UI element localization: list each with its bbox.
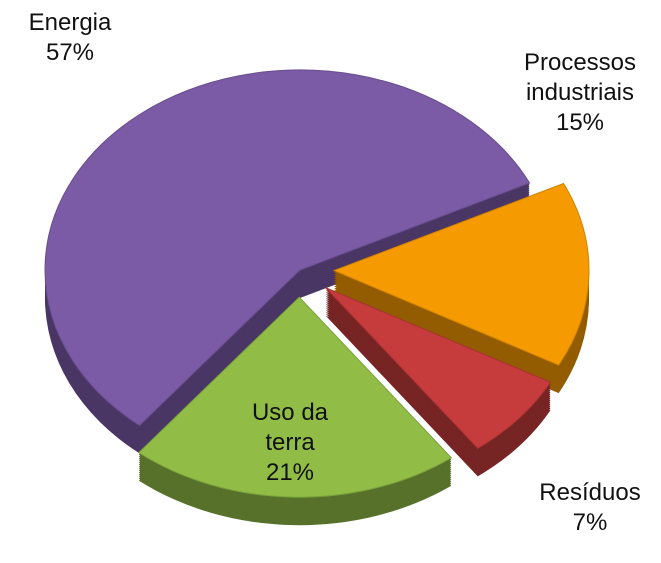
category-label: Resíduos: [539, 479, 641, 506]
value-label: 57%: [45, 39, 95, 66]
slice: [44, 69, 531, 427]
category-label: Uso da terra: [251, 399, 329, 456]
category-label: Energia: [28, 9, 112, 36]
slice: [332, 182, 590, 366]
category-label: Processos industriais: [523, 49, 637, 106]
slice-label: Resíduos 7%: [525, 478, 655, 538]
slice-label: Uso da terra 21%: [240, 398, 340, 488]
value-label: 21%: [265, 459, 315, 486]
slice-label: Processos industriais 15%: [510, 48, 650, 138]
slice: [138, 296, 453, 498]
value-label: 7%: [572, 509, 608, 536]
value-label: 15%: [555, 109, 605, 136]
slice-label: Energia 57%: [10, 8, 130, 68]
slice: [325, 287, 552, 449]
